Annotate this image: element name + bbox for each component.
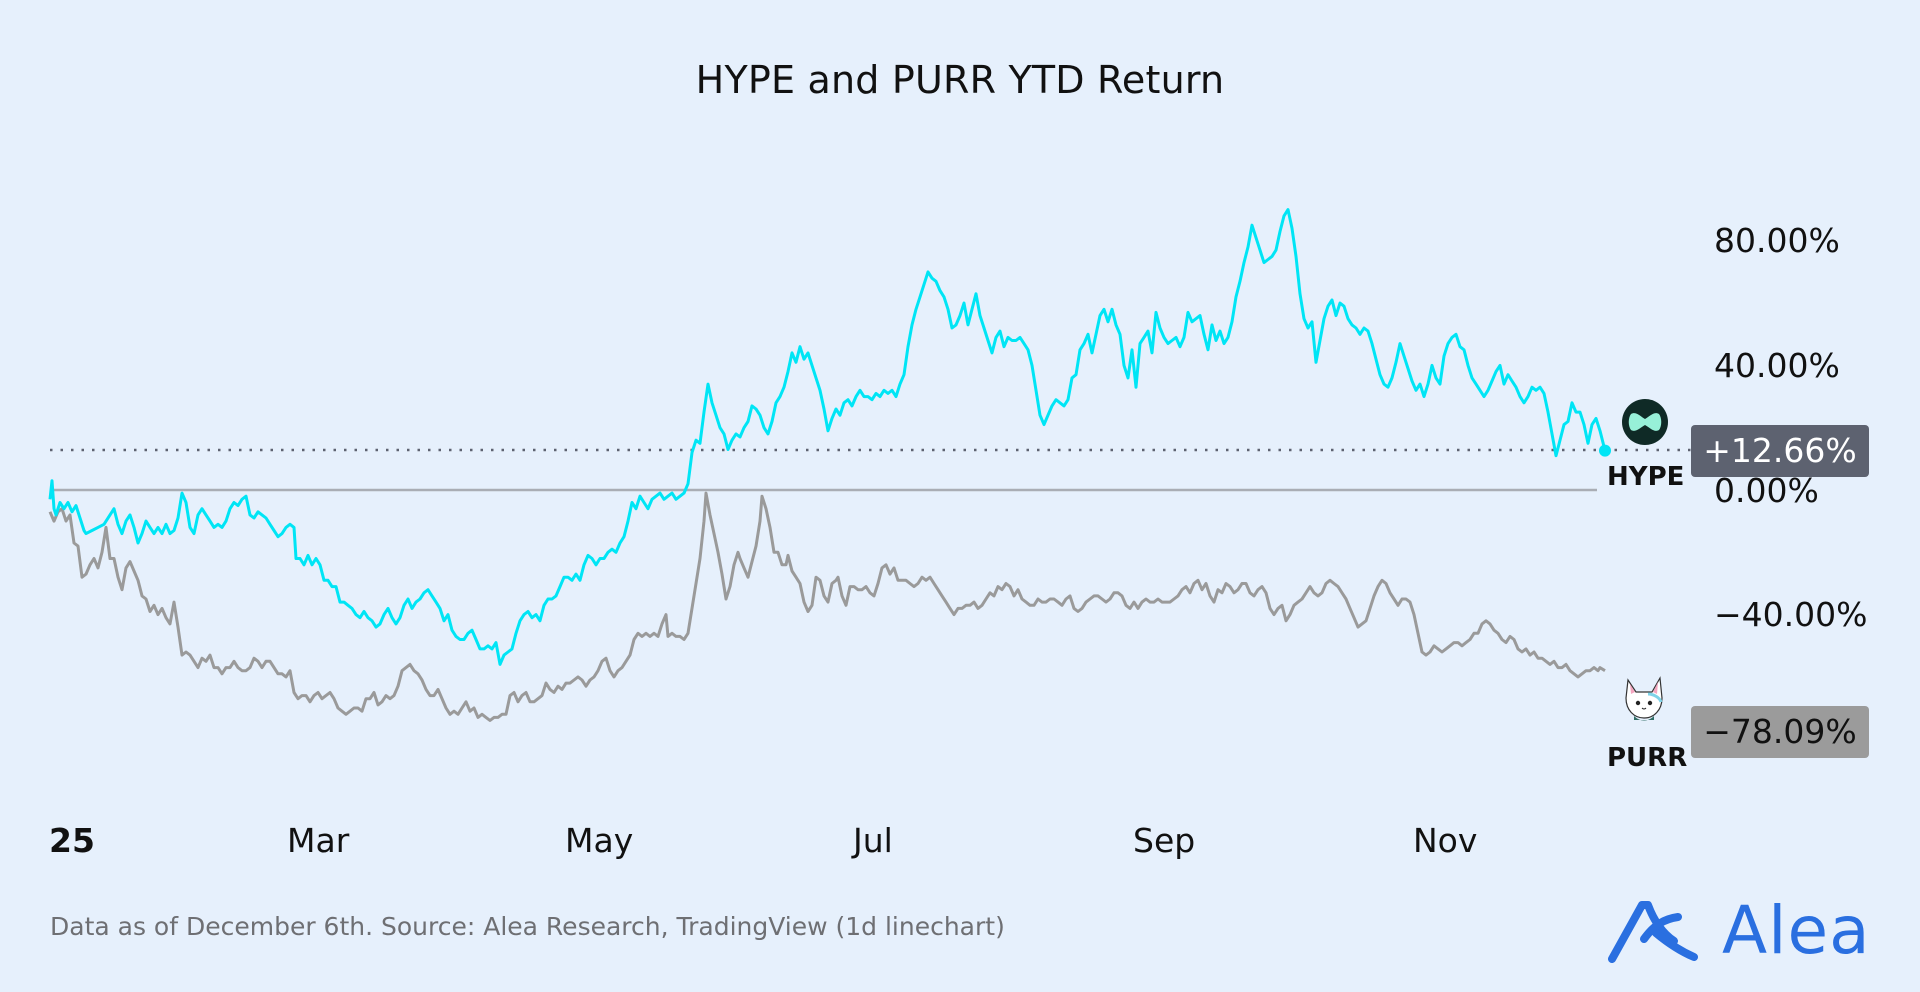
- chart-title: HYPE and PURR YTD Return: [695, 58, 1225, 102]
- alea-logo: Alea: [1608, 896, 1871, 966]
- x-tick-may: May: [565, 821, 634, 860]
- x-tick-sep: Sep: [1133, 821, 1196, 860]
- y-tick-80: 80.00%: [1714, 221, 1840, 260]
- x-tick-nov: Nov: [1413, 821, 1478, 860]
- alea-mark-icon: [1608, 901, 1698, 963]
- y-tick-0: 0.00%: [1714, 471, 1819, 510]
- x-tick-jul: Jul: [853, 821, 893, 860]
- source-footnote: Data as of December 6th. Source: Alea Re…: [50, 912, 1005, 941]
- hype-last-point-marker: [1599, 444, 1611, 457]
- purr-last-value-badge: −78.09%: [1691, 706, 1869, 758]
- purr-cat-logo-icon: [1625, 676, 1663, 721]
- x-tick-mar: Mar: [287, 821, 350, 860]
- hype-ticker-label: HYPE: [1607, 462, 1685, 492]
- alea-wordmark: Alea: [1722, 892, 1871, 969]
- y-tick-40: 40.00%: [1714, 346, 1840, 385]
- hype-series-line: [48, 208, 1607, 666]
- y-tick-minus-40: −40.00%: [1714, 595, 1868, 634]
- hype-last-value-badge: +12.66%: [1691, 425, 1869, 477]
- purr-ticker-label: PURR: [1607, 743, 1688, 773]
- x-tick-year: 25: [49, 821, 95, 860]
- purr-series-line: [48, 491, 1606, 722]
- hyperliquid-logo-icon: [1622, 399, 1668, 445]
